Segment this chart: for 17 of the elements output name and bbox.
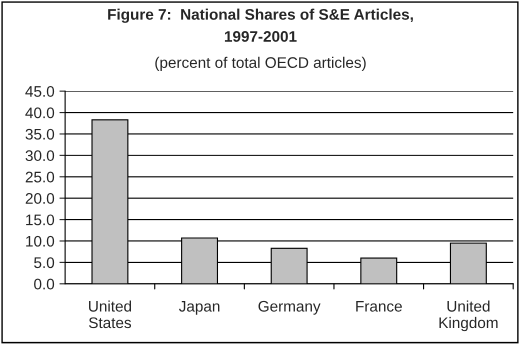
y-tick-label: 5.0: [34, 257, 54, 268]
chart-title: Figure 7: National Shares of S&E Articles, 1997-2001: [108, 8, 413, 42]
y-tick-label: 40.0: [25, 107, 54, 118]
y-tick-label: 30.0: [26, 150, 54, 162]
y-tick-label: 35.0: [26, 128, 54, 140]
y-tick-label: 15.0: [26, 214, 54, 226]
chart-subtitle: (percent of total OECD articles): [155, 56, 366, 71]
y-tick-label: 25.0: [26, 172, 54, 182]
x-tick-label: United Kingdom: [439, 300, 498, 332]
y-tick-label: 45.0: [25, 86, 54, 97]
x-tick-label: United States: [88, 300, 132, 328]
y-tick-label: 0.0: [34, 278, 54, 290]
y-tick-label: 20.0: [26, 193, 54, 204]
x-tick-label: Japan: [178, 301, 220, 315]
x-tick-label: Germany: [258, 300, 321, 315]
x-tick-label: France: [356, 301, 402, 312]
y-tick-label: 10.0: [26, 236, 54, 247]
